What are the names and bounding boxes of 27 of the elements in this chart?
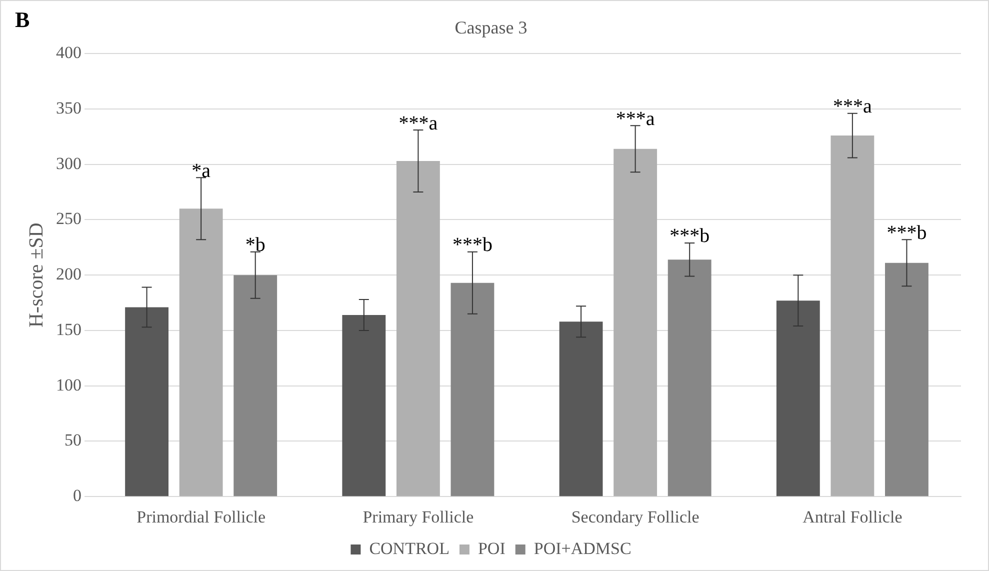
y-tick-label: 100 <box>56 375 82 394</box>
data-label: ***b <box>452 234 492 256</box>
y-tick-label: 400 <box>56 43 82 62</box>
data-label: ***a <box>398 112 438 134</box>
legend-label: POI <box>478 538 506 558</box>
legend-label: POI+ADMSC <box>534 538 632 558</box>
chart-title: Caspase 3 <box>454 18 528 38</box>
data-label: ***a <box>616 108 655 130</box>
legend-label: CONTROL <box>369 538 450 558</box>
y-tick-label: 150 <box>56 320 82 339</box>
x-tick-label: Secondary Follicle <box>571 507 700 526</box>
y-tick-label: 50 <box>64 430 82 450</box>
x-tick-label: Primary Follicle <box>362 507 474 526</box>
data-label: ***a <box>832 96 872 118</box>
y-tick-label: 250 <box>56 209 82 228</box>
y-tick-label: 0 <box>73 486 82 506</box>
y-tick-label: 300 <box>56 154 82 173</box>
text: B <box>15 7 30 33</box>
data-label: *b <box>245 234 266 256</box>
x-tick-label: Primordial Follicle <box>136 507 266 526</box>
data-label: ***b <box>886 222 927 244</box>
y-tick-label: 350 <box>56 98 82 118</box>
data-label: ***b <box>670 225 710 248</box>
y-axis-title: H-score ±SD <box>25 222 48 328</box>
x-tick-label: Antral Follicle <box>802 507 902 526</box>
y-tick-label: 200 <box>56 264 82 284</box>
data-label: *a <box>192 160 211 182</box>
